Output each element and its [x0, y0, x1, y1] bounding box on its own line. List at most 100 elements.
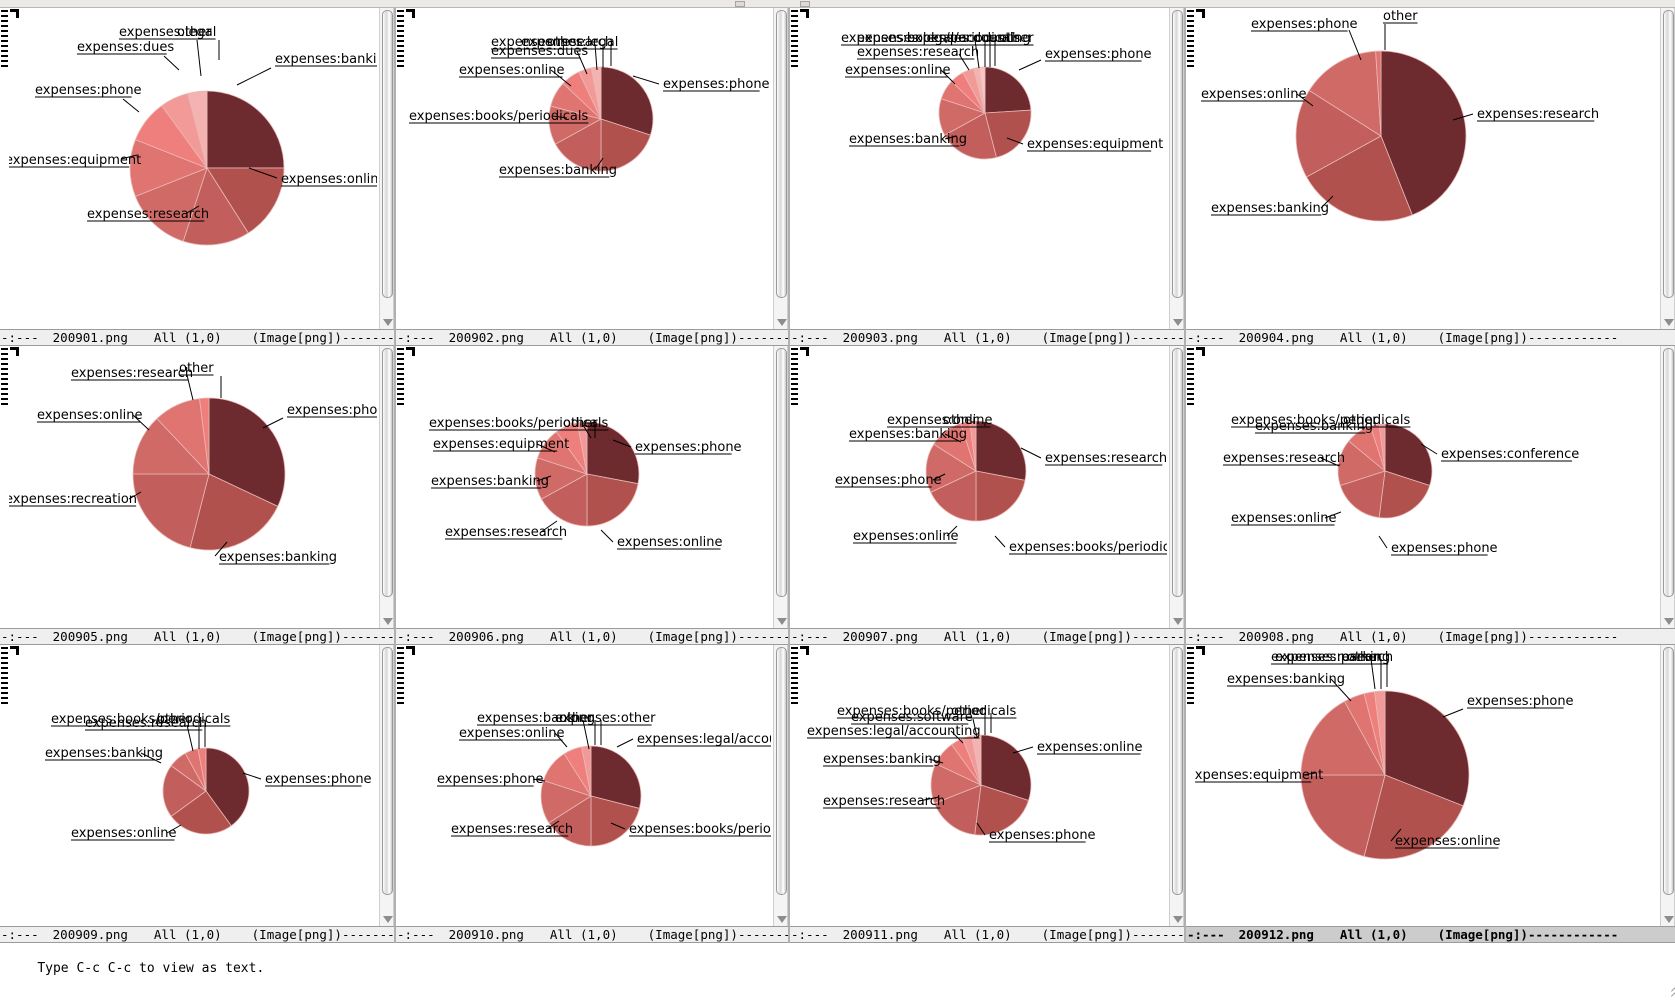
vertical-scrollbar[interactable]: [1660, 346, 1675, 628]
slice-label: expenses:dues: [491, 44, 588, 59]
image-buffer[interactable]: expenses:research expenses:books/periodic…: [790, 346, 1184, 628]
emacs-window[interactable]: expenses:banking expenses:online expenses:…: [0, 8, 394, 346]
scrollbar-thumb[interactable]: [1663, 10, 1674, 298]
image-buffer[interactable]: expenses:banking expenses:online expenses:…: [0, 8, 394, 329]
mode-line[interactable]: -:--- 200911.png All (1,0) (Image[png]) ----…: [790, 926, 1184, 943]
emacs-window[interactable]: expenses:conference expenses:phone expense…: [1186, 346, 1675, 645]
vertical-scrollbar[interactable]: [1169, 8, 1184, 329]
resize-grip-icon[interactable]: [1659, 981, 1675, 1003]
scrollbar-thumb[interactable]: [776, 647, 787, 895]
scroll-down-arrow-icon[interactable]: [1664, 618, 1674, 625]
vertical-scrollbar[interactable]: [1169, 346, 1184, 628]
mode-line[interactable]: -:--- 200904.png All (1,0) (Image[png]) ----…: [1186, 329, 1675, 346]
vertical-scrollbar[interactable]: [1169, 645, 1184, 926]
vertical-scrollbar[interactable]: [379, 645, 394, 926]
mode-line[interactable]: -:--- 200902.png All (1,0) (Image[png]) ----…: [396, 329, 788, 346]
slice-label: expenses:banking: [477, 711, 595, 726]
image-buffer[interactable]: expenses:conference expenses:phone expense…: [1186, 346, 1675, 628]
window-divider[interactable]: [788, 8, 790, 943]
leader-line: [242, 772, 262, 780]
toolbar-icon-2[interactable]: [800, 1, 810, 7]
mode-line[interactable]: -:--- 200908.png All (1,0) (Image[png]) ----…: [1186, 628, 1675, 645]
image-buffer[interactable]: expenses:research expenses:banking expense…: [1186, 8, 1675, 329]
vertical-scrollbar[interactable]: [773, 8, 788, 329]
vertical-scrollbar[interactable]: [773, 645, 788, 926]
fringe: [396, 8, 405, 329]
image-buffer[interactable]: expenses:online expenses:phone expenses:re…: [790, 645, 1184, 926]
emacs-window[interactable]: expenses:phone expenses:banking expenses:r…: [0, 346, 394, 645]
scroll-down-arrow-icon[interactable]: [777, 916, 787, 923]
vertical-scrollbar[interactable]: [1660, 8, 1675, 329]
slice-label: expenses:online: [459, 63, 565, 78]
scrollbar-thumb[interactable]: [1172, 348, 1183, 597]
scroll-down-arrow-icon[interactable]: [777, 618, 787, 625]
image-buffer[interactable]: expenses:phone expenses:online expenses:ba…: [0, 645, 394, 926]
image-buffer[interactable]: expenses:phone expenses:banking expenses:r…: [0, 346, 394, 628]
pie-slice: [1337, 440, 1386, 487]
scroll-down-arrow-icon[interactable]: [383, 319, 393, 326]
window-divider[interactable]: [394, 8, 396, 943]
scroll-down-arrow-icon[interactable]: [1173, 618, 1183, 625]
scrollbar-thumb[interactable]: [1172, 647, 1183, 895]
minibuffer[interactable]: Type C-c C-c to view as text.: [0, 943, 1675, 1004]
emacs-window[interactable]: expenses:legal/accounting expenses:books/…: [396, 645, 788, 943]
scrollbar-thumb[interactable]: [382, 10, 393, 298]
scrollbar-thumb[interactable]: [1172, 10, 1183, 298]
vertical-scrollbar[interactable]: [773, 346, 788, 628]
scroll-down-arrow-icon[interactable]: [1664, 916, 1674, 923]
mode-line[interactable]: -:--- 200909.png All (1,0) (Image[png]) ----…: [0, 926, 394, 943]
slice-label: expenses:research: [1045, 451, 1167, 466]
mode-line-prefix: -:---: [1187, 330, 1225, 345]
scrollbar-thumb[interactable]: [1663, 348, 1674, 597]
vertical-scrollbar[interactable]: [379, 346, 394, 628]
slice-label: expenses:phone: [1391, 541, 1498, 556]
scroll-down-arrow-icon[interactable]: [1664, 319, 1674, 326]
mode-line[interactable]: -:--- 200907.png All (1,0) (Image[png]) ----…: [790, 628, 1184, 645]
mode-line[interactable]: -:--- 200905.png All (1,0) (Image[png]) ----…: [0, 628, 394, 645]
image-buffer[interactable]: expenses:legal/accounting expenses:books/…: [396, 645, 788, 926]
scrollbar-thumb[interactable]: [382, 348, 393, 597]
scrollbar-thumb[interactable]: [776, 348, 787, 597]
scrollbar-thumb[interactable]: [776, 10, 787, 298]
vertical-scrollbar[interactable]: [1660, 645, 1675, 926]
slice-label: other: [559, 711, 594, 726]
mode-line[interactable]: -:--- 200910.png All (1,0) (Image[png]) ----…: [396, 926, 788, 943]
pie-slice: [199, 397, 210, 475]
image-buffer[interactable]: expenses:phone expenses:online expenses:re…: [396, 346, 788, 628]
mode-line[interactable]: -:--- 200903.png All (1,0) (Image[png]) ----…: [790, 329, 1184, 346]
slice-label: expenses:dues: [77, 40, 174, 55]
emacs-window[interactable]: expenses:phone expenses:online expenses:eq…: [1186, 645, 1675, 943]
emacs-window[interactable]: expenses:research expenses:banking expense…: [1186, 8, 1675, 346]
pie-slice: [974, 784, 1030, 836]
mode-line-position: All (1,0): [943, 629, 1012, 644]
toolbar-icon-1[interactable]: [735, 1, 745, 7]
scrollbar-thumb[interactable]: [382, 647, 393, 895]
emacs-window[interactable]: expenses:phone expenses:equipment expenses…: [790, 8, 1184, 346]
mode-line[interactable]: -:--- 200901.png All (1,0) (Image[png]) ----…: [0, 329, 394, 346]
emacs-window[interactable]: expenses:phone expenses:online expenses:ba…: [0, 645, 394, 943]
scroll-down-arrow-icon[interactable]: [1173, 319, 1183, 326]
slice-label: expenses:other: [555, 711, 656, 726]
window-divider[interactable]: [1184, 8, 1186, 943]
emacs-window[interactable]: expenses:phone expenses:banking expenses:b…: [396, 8, 788, 346]
leader-line: [1020, 447, 1042, 459]
image-buffer[interactable]: expenses:phone expenses:banking expenses:b…: [396, 8, 788, 329]
mode-line[interactable]: -:--- 200906.png All (1,0) (Image[png]) ----…: [396, 628, 788, 645]
image-buffer[interactable]: expenses:phone expenses:online expenses:eq…: [1186, 645, 1675, 926]
leader-line: [552, 115, 568, 119]
emacs-window[interactable]: expenses:research expenses:books/periodic…: [790, 346, 1184, 645]
scroll-down-arrow-icon[interactable]: [777, 319, 787, 326]
scrollbar-thumb[interactable]: [1663, 647, 1674, 895]
image-buffer[interactable]: expenses:phone expenses:equipment expenses…: [790, 8, 1184, 329]
scroll-down-arrow-icon[interactable]: [383, 618, 393, 625]
scroll-down-arrow-icon[interactable]: [1173, 916, 1183, 923]
slice-label: other: [177, 25, 212, 40]
emacs-window[interactable]: expenses:online expenses:phone expenses:re…: [790, 645, 1184, 943]
pie-chart: expenses:conference expenses:phone expense…: [1195, 346, 1658, 628]
scroll-down-arrow-icon[interactable]: [383, 916, 393, 923]
vertical-scrollbar[interactable]: [379, 8, 394, 329]
mode-line-filler: ------------: [341, 629, 394, 644]
slice-label: expenses:dues: [907, 31, 1004, 46]
emacs-window[interactable]: expenses:phone expenses:online expenses:re…: [396, 346, 788, 645]
mode-line[interactable]: -:--- 200912.png All (1,0) (Image[png]) ----…: [1186, 926, 1675, 943]
